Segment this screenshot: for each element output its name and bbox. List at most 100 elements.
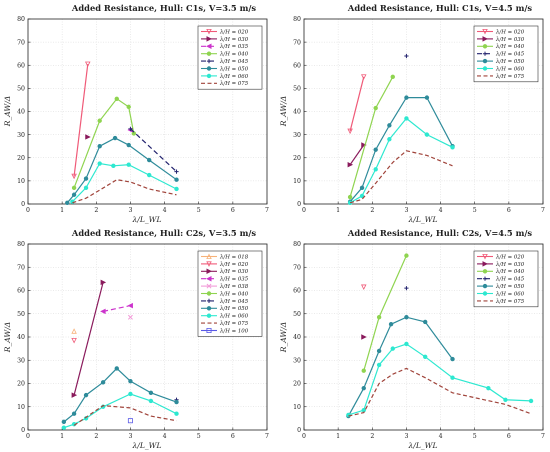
data-point — [174, 169, 179, 174]
data-point — [148, 390, 154, 395]
legend-swatch-marker — [206, 66, 212, 71]
legend-label: λ/H = 100 — [219, 328, 249, 334]
series-line — [129, 128, 177, 173]
data-point — [71, 411, 77, 416]
series-030 — [361, 334, 367, 340]
y-tick-label: 40 — [17, 109, 25, 116]
series-018 — [71, 328, 77, 334]
y-tick-label: 30 — [293, 132, 301, 139]
data-point — [528, 398, 534, 404]
legend-label: λ/H = 030 — [219, 269, 249, 275]
x-axis-label: λ/L_WL — [407, 441, 437, 450]
y-tick-label: 20 — [17, 381, 25, 388]
data-point — [404, 53, 409, 59]
panel-title: Added Resistance, Hull: C2s, V=4.5 m/s — [347, 228, 532, 239]
data-point — [361, 368, 366, 373]
legend-label: λ/H = 020 — [495, 254, 525, 260]
y-tick-label: 80 — [17, 16, 25, 23]
data-point — [376, 348, 382, 354]
data-point — [361, 334, 367, 340]
series-100 — [127, 418, 133, 424]
series-075 — [72, 179, 177, 204]
legend-label: λ/H = 045 — [495, 277, 525, 283]
legend-swatch-marker — [482, 51, 488, 56]
data-point — [114, 366, 119, 371]
legend-label: λ/H = 050 — [219, 66, 249, 72]
data-point — [71, 337, 77, 344]
legend-swatch-marker — [206, 298, 212, 303]
series-layer — [347, 53, 455, 206]
x-tick-label: 4 — [163, 433, 167, 440]
y-axis-label: R_AW/Δ — [279, 322, 288, 354]
series-line — [347, 316, 453, 417]
data-point — [97, 143, 102, 149]
legend-swatch-marker — [206, 327, 212, 333]
data-point — [390, 346, 395, 351]
data-point — [71, 173, 77, 180]
legend-box — [197, 25, 263, 90]
data-point — [174, 411, 179, 416]
series-038 — [127, 314, 133, 320]
series-layer — [61, 279, 179, 430]
legend-label: λ/H = 060 — [495, 66, 525, 72]
data-point — [450, 356, 455, 362]
series-line — [348, 343, 532, 416]
y-tick-label: 70 — [17, 39, 25, 46]
data-point — [126, 142, 131, 148]
y-axis-label: R_AW/Δ — [3, 322, 12, 354]
legend-label: λ/H = 040 — [495, 44, 525, 50]
legend-swatch-marker — [482, 58, 488, 64]
data-point — [85, 61, 91, 68]
legend-label: λ/H = 050 — [219, 306, 249, 312]
y-tick-label: 40 — [293, 109, 301, 116]
series-020 — [347, 74, 367, 135]
y-tick-label: 10 — [17, 178, 25, 185]
x-tick-label: 2 — [370, 207, 374, 214]
data-point — [126, 104, 131, 110]
legend-swatch-marker — [206, 283, 212, 289]
data-point — [347, 161, 354, 168]
data-point — [423, 354, 428, 359]
series-layer — [65, 61, 179, 206]
data-point — [100, 279, 107, 286]
series-line — [349, 96, 454, 203]
series-060 — [70, 161, 179, 204]
x-tick-label: 7 — [541, 207, 545, 214]
y-tick-label: 80 — [293, 16, 301, 23]
data-point — [65, 200, 70, 206]
data-point — [388, 322, 394, 327]
series-030 — [85, 134, 91, 140]
y-tick-label: 80 — [17, 241, 25, 248]
x-tick-label: 0 — [26, 207, 30, 214]
legend-label: λ/H = 038 — [219, 284, 249, 290]
data-point — [174, 177, 179, 182]
series-045 — [404, 286, 409, 291]
data-point — [111, 163, 116, 169]
data-point — [112, 135, 118, 141]
data-point — [71, 328, 77, 334]
x-tick-label: 6 — [231, 207, 235, 214]
x-tick-label: 0 — [26, 433, 30, 440]
series-line — [73, 282, 104, 396]
y-tick-label: 20 — [293, 155, 301, 162]
x-tick-label: 5 — [197, 433, 201, 440]
x-tick-label: 0 — [302, 433, 306, 440]
y-tick-label: 50 — [293, 311, 301, 318]
legend-label: λ/H = 040 — [219, 52, 249, 58]
y-tick-label: 70 — [293, 264, 301, 271]
legend-label: λ/H = 030 — [495, 37, 525, 43]
y-axis-label: R_AW/Δ — [3, 96, 12, 128]
data-point — [126, 162, 131, 167]
x-tick-label: 3 — [128, 207, 132, 214]
series-040 — [361, 253, 409, 373]
legend-label: λ/H = 020 — [219, 262, 249, 268]
panel-title: Added Resistance, Hull: C1s, V=3.5 m/s — [71, 3, 256, 14]
data-point — [450, 375, 455, 380]
chart-panel-4: Added Resistance, Hull: C2s, V=4.5 m/s 0… — [279, 228, 545, 450]
x-tick-label: 0 — [302, 207, 306, 214]
